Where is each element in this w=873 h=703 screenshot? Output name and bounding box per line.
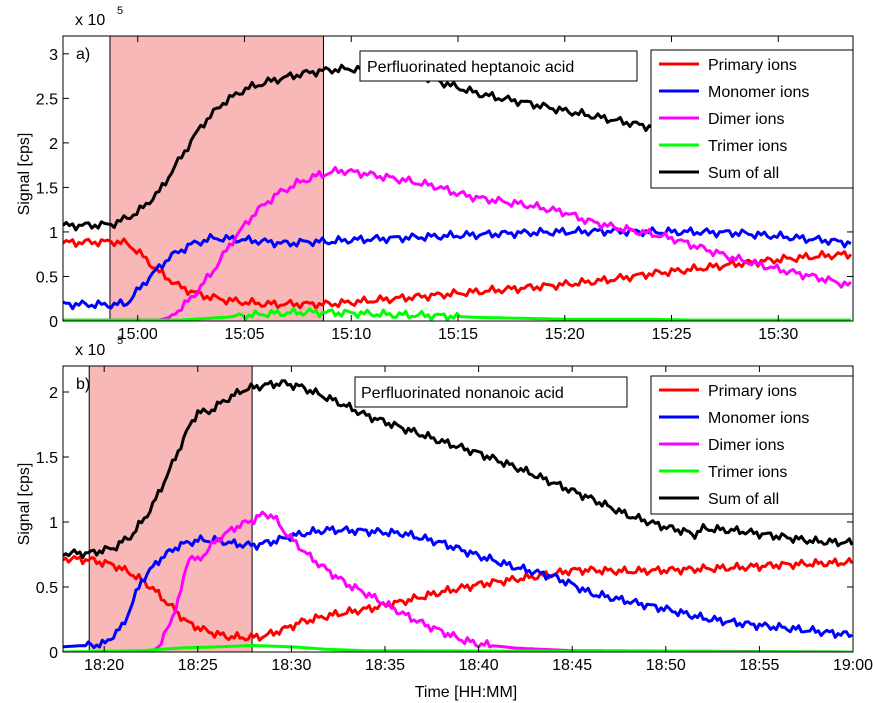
x-axis-label: Time [HH:MM] xyxy=(415,684,518,701)
legend-label: Dimer ions xyxy=(708,111,784,128)
x-tick-label: 15:25 xyxy=(651,326,691,343)
series-line-monomer-ions xyxy=(63,225,852,311)
legend-label: Monomer ions xyxy=(708,84,809,101)
series-line-monomer-ions xyxy=(63,525,853,650)
legend-label: Trimer ions xyxy=(708,464,787,481)
y-tick-label: 1 xyxy=(49,515,58,532)
legend-label: Primary ions xyxy=(708,57,797,74)
shaded-interval xyxy=(109,36,324,321)
y-tick-label: 0.5 xyxy=(36,580,58,597)
y-tick-label: 2 xyxy=(49,385,58,402)
legend-label: Sum of all xyxy=(708,491,779,508)
series-line-trimer-ions xyxy=(63,306,851,321)
panel-label: a) xyxy=(76,46,90,63)
legend-label: Trimer ions xyxy=(708,138,787,155)
x-tick-label: 18:55 xyxy=(739,657,779,674)
svg-text:x 10: x 10 xyxy=(75,342,105,359)
shaded-interval xyxy=(89,366,253,652)
y-tick-label: 0.5 xyxy=(36,269,58,286)
y-tick-label: 0 xyxy=(49,645,58,662)
x-tick-label: 18:35 xyxy=(365,657,405,674)
legend-label: Dimer ions xyxy=(708,437,784,454)
y-tick-label: 1.5 xyxy=(36,450,58,467)
chart-title-box: Perfluorinated heptanoic acid xyxy=(359,50,638,82)
legend-label: Primary ions xyxy=(708,383,797,400)
exponent-label: x 10 5 xyxy=(75,335,123,359)
series-line-primary-ions xyxy=(63,237,853,310)
y-tick-label: 1 xyxy=(49,225,58,242)
x-tick-label: 18:50 xyxy=(646,657,686,674)
legend: Primary ions Monomer ions Dimer ions Trimer… xyxy=(650,49,854,189)
x-tick-label: 15:05 xyxy=(224,326,264,343)
series-line-dimer-ions xyxy=(63,165,852,321)
x-tick-label: 15:00 xyxy=(118,326,158,343)
x-tick-label: 18:45 xyxy=(552,657,592,674)
legend: Primary ions Monomer ions Dimer ions Trimer… xyxy=(650,375,854,515)
y-tick-label: 3 xyxy=(49,47,58,64)
legend-label: Monomer ions xyxy=(708,410,809,427)
x-tick-label: 15:15 xyxy=(438,326,478,343)
y-axis-label: Signal [cps] xyxy=(16,463,33,546)
svg-text:5: 5 xyxy=(117,335,123,347)
chart-title: Perfluorinated heptanoic acid xyxy=(367,59,574,76)
series-line-primary-ions xyxy=(63,554,853,642)
y-axis-label: Signal [cps] xyxy=(16,133,33,216)
y-tick-label: 0 xyxy=(49,314,58,331)
panel-label: b) xyxy=(76,376,90,393)
x-tick-label: 18:25 xyxy=(178,657,218,674)
chart-title: Perfluorinated nonanoic acid xyxy=(361,385,564,402)
x-tick-label: 15:20 xyxy=(545,326,585,343)
x-tick-label: 18:30 xyxy=(271,657,311,674)
y-tick-label: 2 xyxy=(49,136,58,153)
svg-text:x 10: x 10 xyxy=(75,12,105,29)
exponent-label: x 10 5 xyxy=(75,5,123,29)
panel-b: 0 0.5 1 1.5 2 18:20 18:25 18:30 18:35 18:40 18:45 1… xyxy=(16,335,873,674)
x-tick-label: 18:20 xyxy=(84,657,124,674)
x-tick-label: 18:40 xyxy=(459,657,499,674)
x-tick-label: 15:30 xyxy=(758,326,798,343)
chart-title-box: Perfluorinated nonanoic acid xyxy=(354,376,628,408)
legend-label: Sum of all xyxy=(708,165,779,182)
y-tick-label: 2.5 xyxy=(36,91,58,108)
series-line-sum-of-all xyxy=(63,379,853,560)
y-tick-label: 1.5 xyxy=(36,180,58,197)
x-tick-label: 19:00 xyxy=(833,657,873,674)
panel-a: 0 0.5 1 1.5 2 2.5 3 15:00 15:05 15:10 15:15 15:20 15… xyxy=(16,5,854,343)
legend-box xyxy=(650,49,854,189)
svg-text:5: 5 xyxy=(117,5,123,17)
x-tick-label: 15:10 xyxy=(331,326,371,343)
